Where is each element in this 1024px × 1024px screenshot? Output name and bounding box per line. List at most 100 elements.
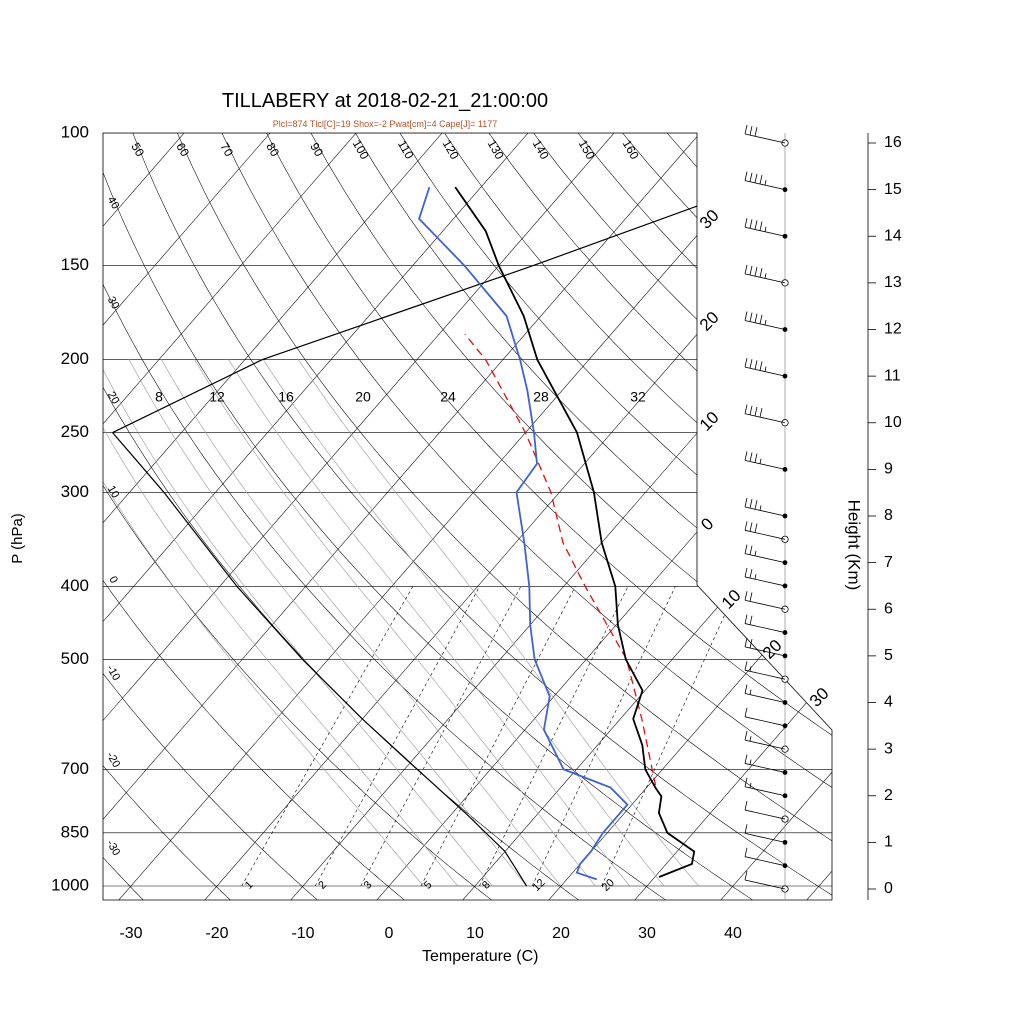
wind-barb-flag (744, 311, 748, 321)
pressure-tick-label: 150 (61, 255, 89, 274)
theta-e-label: 32 (630, 389, 646, 405)
mixing-ratio-label: 12 (530, 877, 547, 894)
isotherm-label-left: 0 (106, 574, 119, 585)
wind-barb-flag (744, 124, 748, 135)
wind-barb-flag (744, 591, 748, 601)
wind-barb (744, 506, 786, 517)
mixing-ratio-label: 20 (600, 877, 617, 894)
isotherm-line (718, 133, 832, 900)
chart-subtitle: Plcl=874 Tlcl[C]=19 Shox=-2 Pwat[cm]=4 C… (272, 119, 498, 129)
wind-barb-flag (749, 499, 753, 509)
dry-adiabat-label: 110 (395, 138, 417, 162)
wind-barb (744, 133, 786, 144)
wind-barb-flag (744, 544, 748, 554)
wind-barb-flag (749, 126, 753, 136)
isotherm-label-right: 20 (759, 636, 786, 663)
isotherm-line (103, 133, 215, 900)
dry-adiabat-label: 80 (263, 140, 282, 159)
moist-adiabat-line (228, 359, 631, 887)
wind-barb-flag (759, 505, 762, 511)
dry-adiabat-line (103, 133, 495, 900)
wind-barb-flag (749, 545, 753, 555)
wind-barb-flag (749, 592, 753, 602)
wind-barb-flag (749, 666, 752, 672)
wind-barb-flag (749, 522, 753, 532)
wind-barb-flag (754, 267, 758, 277)
pressure-tick-label: 400 (61, 576, 89, 595)
dry-adiabat-label: 90 (307, 140, 326, 159)
moist-adiabat-line (128, 359, 527, 887)
mixing-ratio-label: 1 (243, 879, 256, 892)
height-tick-label: 11 (884, 367, 901, 384)
isotherm-line (804, 133, 832, 900)
wind-barb (744, 763, 786, 773)
mixing-ratio-line (314, 586, 480, 887)
isotherm-label-right: 20 (696, 308, 723, 335)
wind-barb (744, 786, 786, 797)
wind-barb-flag (744, 497, 748, 508)
dry-adiabat-line (379, 133, 832, 900)
mixing-ratio-line (479, 586, 629, 887)
height-tick-label: 6 (884, 600, 893, 617)
temperature-tick-label: -10 (291, 925, 314, 942)
temperature-line (454, 186, 696, 878)
wind-barb-flag (749, 759, 752, 765)
wind-barb-flag (749, 615, 753, 625)
isotherm-line (546, 133, 832, 900)
wind-barb-flag (749, 736, 752, 742)
wind-barb-flag (744, 777, 748, 787)
dewpoint-line (418, 186, 629, 881)
dry-adiabat-line (103, 133, 233, 900)
wind-barb-flag (744, 404, 748, 414)
wind-barb-flag (754, 360, 758, 370)
theta-e-label: 16 (278, 389, 294, 405)
temperature-tick-label: 20 (552, 925, 570, 942)
wind-barb-flag (759, 408, 763, 418)
lcl-adiabat-line (112, 432, 528, 887)
isotherm-label-left: -10 (104, 663, 122, 683)
isotherm-label-right: 10 (718, 586, 745, 613)
wind-barb-flag (754, 523, 758, 533)
plot-grid (103, 99, 1024, 902)
isotherm-line (288, 133, 832, 900)
height-tick-label: 10 (884, 414, 902, 431)
pressure-tick-label: 850 (61, 822, 89, 841)
wind-barb-flag (754, 406, 758, 417)
wind-barb (744, 599, 786, 610)
dry-adiabat-line (594, 133, 832, 900)
dry-adiabat-label: 160 (620, 137, 642, 162)
moist-adiabat-line (263, 359, 665, 887)
height-tick-label: 2 (884, 787, 893, 804)
height-tick-label: 1 (884, 834, 893, 851)
dry-adiabat-line (119, 133, 832, 900)
wind-barb-flag (744, 661, 748, 671)
dry-adiabat-line (767, 133, 832, 900)
dry-adiabat-label: 120 (440, 137, 462, 162)
wind-barb-flag (759, 361, 763, 371)
moist-adiabat-line (103, 359, 424, 887)
pressure-tick-label: 1000 (51, 875, 89, 894)
temperature-tick-label: 0 (385, 925, 394, 942)
wind-barb (744, 879, 786, 890)
wind-barb-flag (749, 219, 753, 229)
wind-barb-flag (754, 173, 758, 183)
moist-adiabat-line (194, 359, 596, 887)
mixing-ratio-label: 5 (422, 879, 435, 892)
wind-barb-flag (744, 451, 748, 461)
height-tick-label: 16 (884, 134, 902, 151)
wind-barb-flag (749, 638, 753, 649)
dry-adiabat-label: 50 (128, 140, 147, 159)
isotherm-line (103, 133, 645, 900)
height-tick-label: 14 (884, 227, 902, 244)
wind-barb-flag (764, 180, 767, 186)
dry-adiabat-line (206, 133, 832, 900)
theta-e-label: 8 (155, 389, 163, 405)
isotherm-line (891, 99, 1024, 902)
pressure-tick-label: 100 (61, 122, 89, 141)
wind-barb-flag (754, 550, 757, 556)
mixing-ratio-line (360, 586, 522, 887)
wind-barb-flag (749, 568, 753, 579)
moist-adiabat-line (103, 359, 493, 887)
parcel-line (464, 333, 657, 786)
